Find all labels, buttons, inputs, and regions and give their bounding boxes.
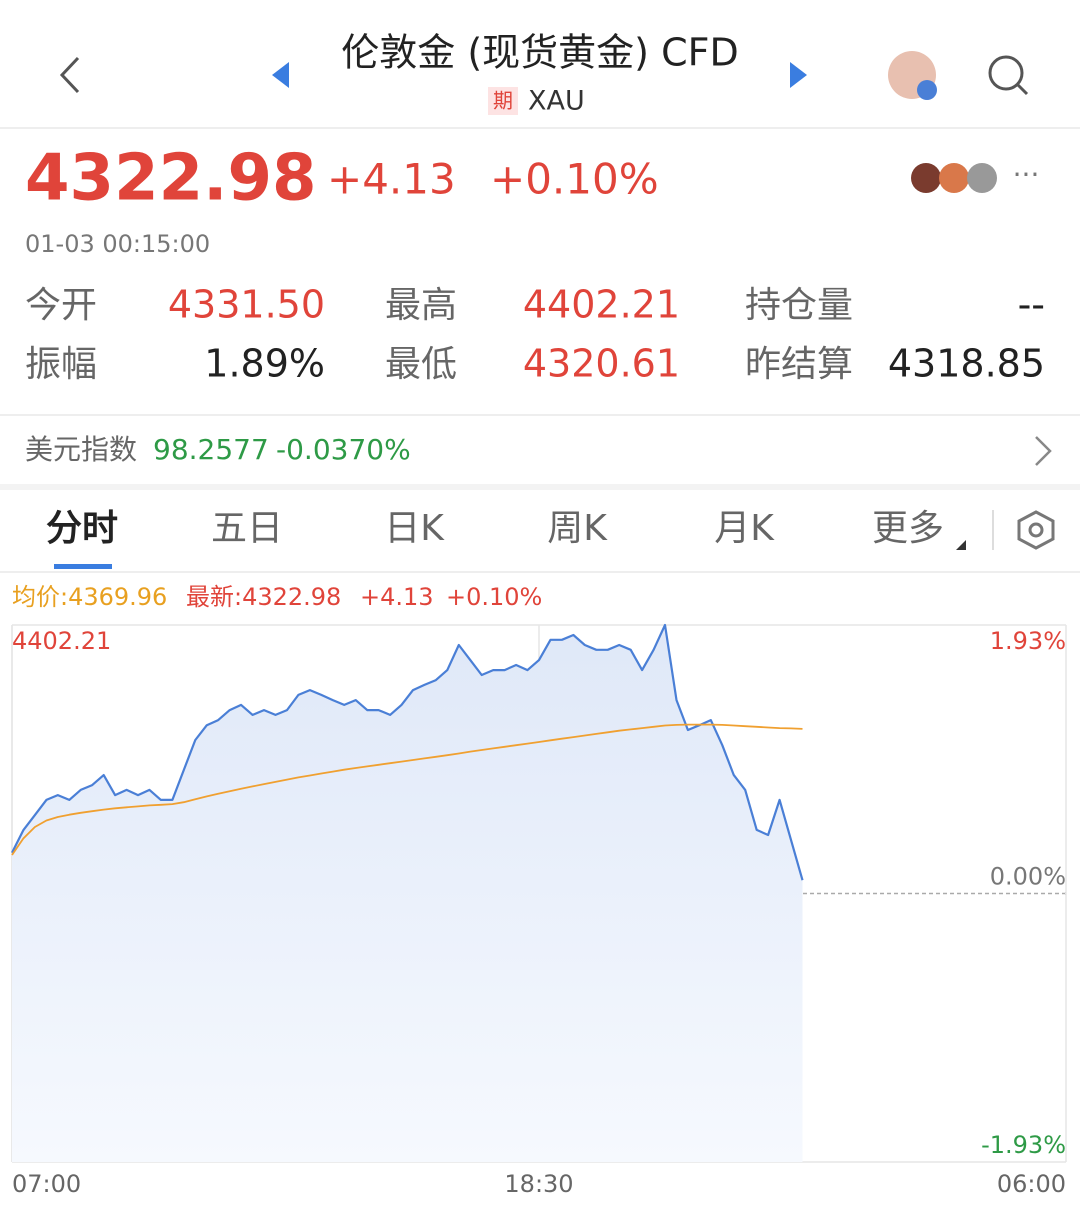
stat-value: 4320.61 — [523, 342, 680, 386]
y2-tick-label: 0.00% — [990, 863, 1066, 891]
title: 伦敦金 (现货黄金) CFD — [341, 31, 738, 75]
user-avatar — [939, 163, 969, 193]
stat-label: 昨结算 — [745, 344, 853, 385]
price-area — [12, 625, 803, 1162]
stat-label: 今开 — [25, 285, 97, 326]
settings-button[interactable] — [1017, 510, 1055, 550]
y-tick-label: 4402.21 — [12, 627, 111, 655]
y2-tick-label: 1.93% — [990, 627, 1066, 655]
ai-dot — [917, 80, 937, 100]
tab[interactable]: 日K — [384, 508, 445, 549]
symbol: XAU — [528, 86, 585, 117]
x-tick-label: 18:30 — [504, 1170, 573, 1198]
tab[interactable]: 月K — [714, 508, 775, 549]
stat-label: 最低 — [385, 344, 457, 385]
change: +4.13 — [327, 155, 456, 204]
stat-label: 持仓量 — [745, 285, 853, 326]
price-line — [11, 623, 804, 881]
stat-label: 最高 — [385, 285, 457, 326]
tab-caret — [956, 540, 966, 550]
x-tick-label: 07:00 — [12, 1170, 81, 1198]
stat-value: 4318.85 — [888, 342, 1045, 386]
usd-value: 98.2577 — [153, 433, 269, 466]
chevron — [1035, 436, 1052, 466]
stat-value: -- — [1018, 283, 1045, 327]
tab[interactable]: 更多 — [872, 508, 944, 549]
usd-label: 美元指数 — [25, 433, 137, 466]
next-button[interactable] — [790, 62, 807, 88]
stat-label: 振幅 — [25, 344, 97, 385]
price: 4322.98 — [25, 142, 317, 216]
search-button[interactable] — [988, 55, 1024, 91]
quote-time: 01-03 00:15:00 — [25, 230, 210, 258]
stat-value: 4331.50 — [168, 283, 325, 327]
chart-info: +0.10% — [446, 583, 542, 611]
back-button[interactable] — [59, 56, 80, 94]
y2-tick-label: -1.93% — [981, 1131, 1066, 1159]
search-handle — [1016, 83, 1029, 96]
more-button[interactable]: ··· — [1013, 158, 1040, 191]
user-avatar — [967, 163, 997, 193]
settings-dot — [1028, 522, 1044, 538]
divider — [0, 484, 1080, 490]
stat-value: 1.89% — [204, 342, 325, 386]
stat-value: 4402.21 — [523, 283, 680, 327]
chart-info: 均价:4369.96 — [12, 583, 167, 611]
chart-info: 最新:4322.98 — [186, 583, 341, 611]
x-tick-label: 06:00 — [997, 1170, 1066, 1198]
tab[interactable]: 周K — [547, 508, 608, 549]
badge-bg — [488, 87, 518, 115]
badge: 期 — [493, 89, 513, 113]
tab[interactable]: 分时 — [46, 508, 118, 549]
prev-button[interactable] — [272, 62, 289, 88]
tab[interactable]: 五日 — [211, 508, 283, 549]
average-line — [11, 723, 803, 856]
tab-underline — [54, 564, 112, 569]
chart-info: +4.13 — [360, 583, 434, 611]
change-pct: +0.10% — [490, 155, 659, 204]
chart: 均价:4369.96 最新:4322.98 +4.13 +0.10% 07:00 18:3… — [11, 583, 1067, 1198]
user-avatar — [911, 163, 941, 193]
usd-index-row[interactable]: 美元指数 98.2577 -0.0370% — [25, 433, 1052, 466]
usd-change: -0.0370% — [276, 433, 411, 466]
